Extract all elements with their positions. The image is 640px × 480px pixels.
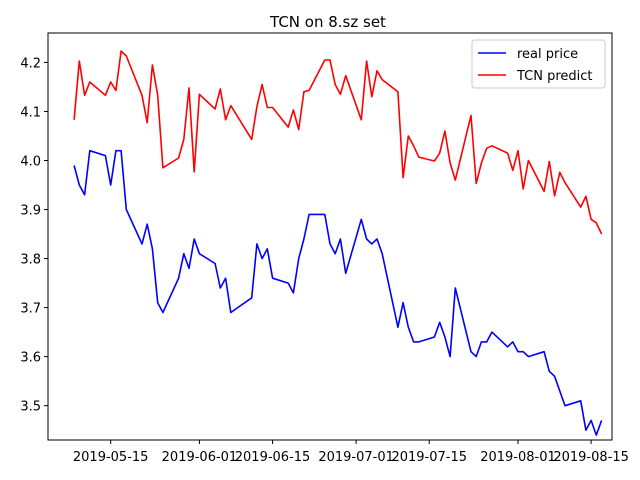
- y-tick-label: 3.6: [20, 351, 41, 366]
- y-axis: 3.5 3.6 3.7 3.8 3.9 4.0 4.1 4.2: [20, 56, 48, 415]
- y-tick-label: 4.1: [20, 105, 41, 120]
- legend-box: [471, 39, 606, 89]
- legend-label-real-price: real price: [517, 47, 578, 62]
- x-tick-label: 2019-06-15: [235, 450, 311, 465]
- y-tick-label: 3.8: [20, 253, 41, 268]
- y-tick-label: 3.5: [20, 400, 41, 415]
- y-tick-label: 3.9: [20, 204, 41, 219]
- x-tick-label: 2019-07-01: [318, 450, 394, 465]
- y-tick-label: 4.0: [20, 154, 41, 169]
- chart-title: TCN on 8.sz set: [269, 13, 386, 31]
- plot-area: [47, 32, 613, 441]
- legend-label-tcn-predict: TCN predict: [516, 69, 593, 84]
- x-tick-label: 2019-08-15: [553, 450, 629, 465]
- x-tick-label: 2019-05-15: [73, 450, 149, 465]
- series-line-tcn-predict: [73, 50, 603, 235]
- x-tick-label: 2019-08-01: [480, 450, 556, 465]
- series-line-real-price: [73, 149, 603, 436]
- series-layer: [73, 50, 603, 436]
- x-tick-label: 2019-06-01: [162, 450, 238, 465]
- y-tick-label: 4.2: [20, 56, 41, 71]
- y-tick-label: 3.7: [20, 302, 41, 317]
- x-tick-label: 2019-07-15: [391, 450, 467, 465]
- legend: real price TCN predict: [471, 39, 606, 89]
